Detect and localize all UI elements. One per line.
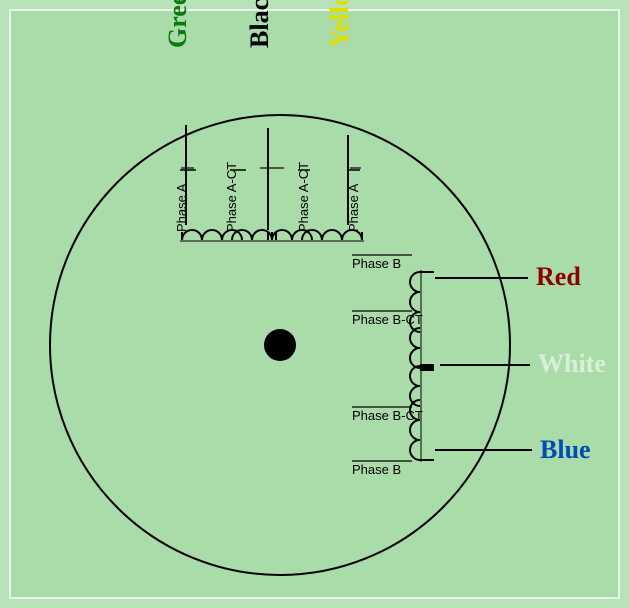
inner-bg [10, 10, 619, 598]
wire-label-red: Red [536, 262, 581, 291]
motor-winding-diagram: Phase APhase A-CTPhase A-CTPhase APhase … [0, 0, 629, 608]
center-dot [264, 329, 296, 361]
phase-label-top_mid_r: Phase A-CT [296, 162, 311, 232]
phase-label-right_top: Phase B [352, 256, 401, 271]
phase-label-right_bot: Phase B [352, 462, 401, 477]
phase-label-top_mid_l: Phase A-CT [224, 162, 239, 232]
wire-label-blue: Blue [540, 435, 591, 464]
wire-label-green: Green [163, 0, 192, 48]
wire-label-black: Black [245, 0, 274, 48]
wire-label-yellow: Yellow [325, 0, 354, 48]
phase-label-right_mu: Phase B-CT [352, 312, 423, 327]
wire-label-white: White [538, 349, 606, 378]
